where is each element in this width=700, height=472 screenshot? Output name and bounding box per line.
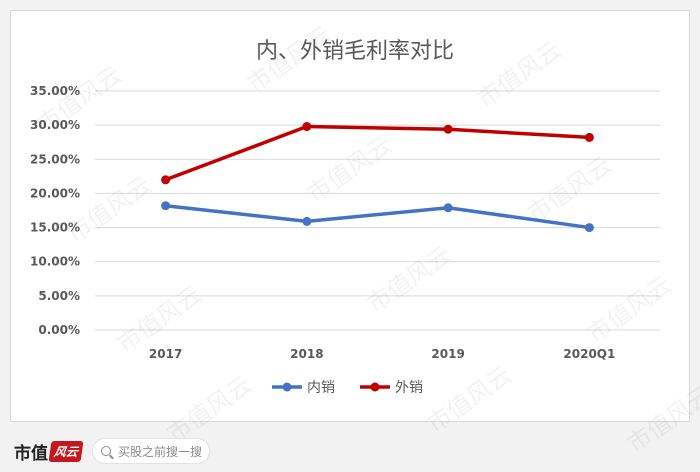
legend-label: 外销: [395, 380, 423, 396]
x-tick-label: 2018: [290, 347, 323, 361]
y-tick-label: 35.00%: [30, 84, 80, 98]
series-line-2: [165, 124, 590, 182]
data-point: [443, 203, 453, 213]
x-tick-label: 2020Q1: [563, 347, 615, 361]
data-point: [584, 132, 594, 142]
y-tick-label: 20.00%: [30, 186, 80, 200]
data-point: [302, 122, 312, 132]
data-point: [443, 124, 453, 134]
brand-logo: 市值 风云: [14, 439, 84, 464]
search-input[interactable]: 买股之前搜一搜: [92, 438, 211, 464]
y-tick-label: 25.00%: [30, 152, 80, 166]
chart-title: 内、外销毛利率对比: [256, 39, 454, 64]
legend-marker: [370, 382, 380, 392]
legend-marker: [282, 382, 292, 392]
brand-name: 市值: [14, 443, 48, 464]
search-icon: [101, 446, 112, 456]
data-point: [161, 175, 171, 185]
data-point: [302, 216, 312, 226]
line-chart: 内、外销毛利率对比 0.00% 5.00% 10.00% 15.00% 20.00% 25…: [30, 39, 660, 396]
footer-bar: 市值 风云 买股之前搜一搜: [0, 430, 700, 472]
x-tick-label: 2019: [431, 347, 464, 361]
legend-label: 内销: [307, 380, 335, 396]
x-tick-label: 2017: [149, 347, 182, 361]
y-tick-label: 10.00%: [30, 255, 80, 269]
data-point: [161, 201, 171, 211]
y-tick-label: 0.00%: [38, 323, 80, 337]
series-line-1: [165, 203, 590, 230]
brand-seal: 风云: [48, 440, 84, 462]
search-placeholder: 买股之前搜一搜: [118, 444, 203, 459]
y-tick-label: 15.00%: [30, 221, 80, 235]
y-tick-label: 30.00%: [30, 118, 80, 132]
data-point: [584, 223, 594, 233]
y-tick-label: 5.00%: [38, 289, 80, 303]
